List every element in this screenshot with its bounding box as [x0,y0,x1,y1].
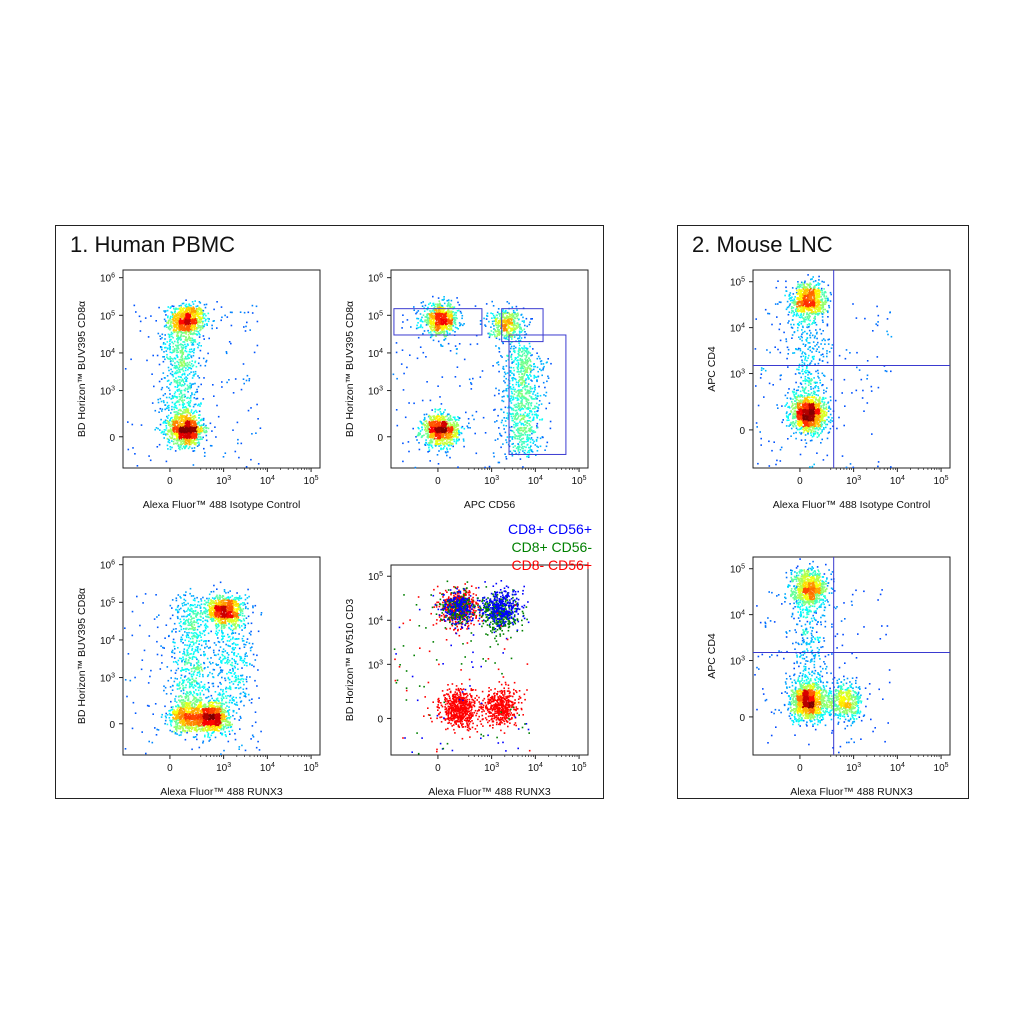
tick-label: 103 [484,475,499,487]
tick-label: 105 [368,310,383,322]
legend-entry: CD8+ CD56- [511,539,592,555]
x-axis-label: Alexa Fluor™ 488 RUNX3 [790,786,913,798]
tick-label: 103 [846,762,861,774]
x-axis-label: Alexa Fluor™ 488 Isotype Control [143,499,301,511]
tick-label: 103 [100,386,115,398]
tick-label: 104 [730,610,745,622]
tick-label: 0 [797,763,803,774]
tick-label: 0 [739,713,745,724]
tick-label: 103 [730,369,745,381]
tick-label: 0 [377,714,383,725]
x-axis-label: Alexa Fluor™ 488 RUNX3 [160,786,283,798]
legend-entry: CD8+ CD56+ [508,521,592,537]
tick-label: 104 [100,635,115,647]
y-axis-label: BD Horizon™ BV510 CD3 [344,599,356,722]
legend-entry: CD8- CD56+ [511,557,592,573]
tick-label: 106 [100,560,115,572]
x-axis-label: Alexa Fluor™ 488 RUNX3 [428,786,551,798]
tick-label: 103 [368,386,383,398]
tick-label: 104 [260,475,275,487]
tick-label: 103 [368,659,383,671]
tick-label: 0 [435,476,441,487]
plot-frame [122,269,321,469]
plot-frame [752,269,951,469]
event-points [754,274,893,469]
y-axis-label: APC CD4 [706,633,718,679]
tick-label: 103 [216,475,231,487]
event-points [754,558,891,754]
tick-label: 106 [100,273,115,285]
tick-label: 103 [484,762,499,774]
tick-label: 105 [572,475,587,487]
scatter-plot-runx3-cd8: 0 103 104 105 0 103 104 105 106 Alexa Fluor™ 488 … [76,556,321,798]
tick-label: 105 [934,475,949,487]
tick-label: 103 [730,656,745,668]
y-axis-label: BD Horizon™ BUV395 CD8α [344,301,356,437]
tick-label: 104 [890,762,905,774]
tick-label: 104 [260,762,275,774]
tick-label: 0 [109,433,115,444]
tick-label: 104 [368,615,383,627]
tick-label: 104 [368,348,383,360]
y-axis-label: BD Horizon™ BUV395 CD8α [76,301,88,437]
tick-label: 105 [730,564,745,576]
tick-label: 105 [100,310,115,322]
tick-label: 103 [100,673,115,685]
tick-label: 104 [528,475,543,487]
tick-label: 0 [797,476,803,487]
scatter-plot-runx3-cd3: 0 103 104 105 0 103 104 105 Alexa Fluor™ 488 RUN… [344,521,592,798]
panel-title: 1. Human PBMC [70,232,236,257]
tick-label: 105 [572,762,587,774]
tick-label: 104 [528,762,543,774]
tick-label: 0 [377,433,383,444]
gate-rectangle [508,334,567,455]
panel-title: 2. Mouse LNC [692,232,833,257]
tick-label: 0 [167,476,173,487]
tick-label: 105 [304,762,319,774]
tick-label: 105 [934,762,949,774]
tick-label: 0 [739,426,745,437]
x-axis-label: APC CD56 [464,499,516,511]
y-axis-label: APC CD4 [706,346,718,392]
tick-label: 0 [167,763,173,774]
tick-label: 105 [304,475,319,487]
tick-label: 0 [109,720,115,731]
scatter-plot-runx3-cd4: 0 103 104 105 0 103 104 105 Alexa Fluor™ 488 RUN… [706,556,951,798]
gate-rectangle [393,308,483,336]
event-points [393,580,531,755]
tick-label: 105 [368,571,383,583]
tick-label: 105 [100,597,115,609]
tick-label: 104 [730,323,745,335]
event-points [124,299,262,468]
tick-label: 106 [368,273,383,285]
tick-label: 103 [216,762,231,774]
x-axis-label: Alexa Fluor™ 488 Isotype Control [773,499,931,511]
tick-label: 103 [846,475,861,487]
gate-rectangle [501,308,544,343]
event-points [392,295,552,469]
panel-human-pbmc: 1. Human PBMC [55,225,604,799]
plot-frame [390,269,589,469]
y-axis-label: BD Horizon™ BUV395 CD8α [76,588,88,724]
tick-label: 0 [435,763,441,774]
scatter-plot-cd56-cd8: 0 103 104 105 0 103 104 105 106 APC CD56 BD Horizo… [344,269,589,511]
tick-label: 105 [730,277,745,289]
event-points [124,581,263,755]
tick-label: 104 [890,475,905,487]
tick-label: 104 [100,348,115,360]
scatter-plot-isotype-cd8: 0 103 104 105 0 103 104 105 106 Alexa Fluor™ 488 … [76,269,321,511]
